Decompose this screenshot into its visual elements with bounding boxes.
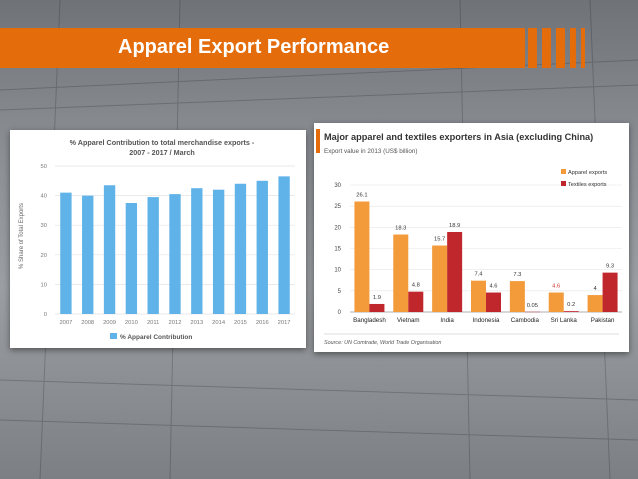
chart2-x-tick: Sri Lanka <box>551 317 578 324</box>
chart1-y-tick: 10 <box>41 282 47 288</box>
chart2-bar-textiles <box>602 272 618 312</box>
asia-exporters-chart-panel: Major apparel and textiles exporters in … <box>314 123 629 352</box>
asia-exporters-chart: Major apparel and textiles exporters in … <box>316 129 622 346</box>
chart2-legend-swatch-apparel <box>561 169 566 174</box>
chart1-x-tick: 2011 <box>147 320 159 326</box>
chart2-title: Major apparel and textiles exporters in … <box>324 132 593 142</box>
chart1-x-tick: 2009 <box>103 320 116 326</box>
chart1-y-tick: 50 <box>41 164 47 170</box>
chart1-x-tick: 2015 <box>234 320 247 326</box>
chart2-value-label: 4.6 <box>489 284 497 290</box>
chart2-legend-swatch-textiles <box>561 181 566 186</box>
chart2-legend-textiles: Textiles exports <box>568 182 607 188</box>
chart2-x-tick: Vietnam <box>397 317 420 324</box>
chart2-bar-textiles <box>563 311 579 312</box>
chart1-x-tick: 2007 <box>59 320 72 326</box>
chart2-y-tick: 0 <box>338 310 342 316</box>
chart2-y-tick: 30 <box>334 183 341 189</box>
chart2-x-tick: India <box>440 317 454 324</box>
chart1-x-tick: 2016 <box>256 320 269 326</box>
chart1-bar <box>191 188 203 314</box>
chart2-value-label: 26.1 <box>356 193 367 199</box>
chart2-value-label: 0.2 <box>567 302 575 308</box>
chart2-x-tick: Indonesia <box>473 317 500 324</box>
chart2-bar-apparel <box>393 234 409 312</box>
chart2-value-label: 1.9 <box>373 295 381 301</box>
chart2-value-label: 4 <box>593 286 597 292</box>
chart2-bar-apparel <box>587 295 603 312</box>
chart2-bar-textiles <box>408 291 424 312</box>
chart2-bar-apparel <box>548 292 564 312</box>
chart2-x-tick: Bangladesh <box>353 317 386 324</box>
chart2-value-label: 7.4 <box>474 272 483 278</box>
chart1-bar <box>60 192 72 314</box>
chart2-value-label: 4.6 <box>552 284 560 290</box>
chart1-y-tick: 30 <box>41 223 47 229</box>
chart1-y-tick: 0 <box>44 312 47 318</box>
chart1-legend-swatch <box>110 333 117 339</box>
chart1-y-tick: 20 <box>41 253 47 259</box>
chart1-x-tick: 2014 <box>212 320 226 326</box>
chart1-bar <box>147 197 159 314</box>
chart1-bar <box>82 195 94 314</box>
chart1-bar <box>103 185 116 314</box>
chart1-bar <box>169 194 181 314</box>
chart1-bar <box>212 189 225 314</box>
chart2-x-tick: Pakistan <box>591 317 615 324</box>
chart2-bar-apparel <box>354 201 370 312</box>
chart1-x-tick: 2008 <box>81 320 94 326</box>
chart2-y-tick: 25 <box>334 204 341 210</box>
chart1-bar <box>278 176 290 314</box>
chart2-value-label: 18.3 <box>395 226 406 232</box>
chart2-legend-apparel: Apparel exports <box>568 170 607 176</box>
chart1-y-tick: 40 <box>41 194 47 200</box>
chart1-bar <box>234 183 247 314</box>
chart2-bar-apparel <box>509 281 525 312</box>
chart1-x-tick: 2010 <box>125 320 138 326</box>
chart1-x-tick: 2017 <box>278 320 291 326</box>
chart2-y-tick: 15 <box>334 247 341 253</box>
chart1-y-axis-label: % Share of Total Exports <box>19 203 25 269</box>
chart2-y-tick: 20 <box>334 225 341 231</box>
slide-title: Apparel Export Performance <box>118 36 390 58</box>
chart2-bar-textiles <box>447 231 463 312</box>
chart1-x-tick: 2012 <box>169 320 182 326</box>
chart2-subtitle: Export value in 2013 (US$ billion) <box>324 148 417 155</box>
chart2-value-label: 0.05 <box>527 303 538 309</box>
chart2-value-label: 18.9 <box>449 223 460 229</box>
chart2-value-label: 9.3 <box>606 264 614 270</box>
chart1-x-tick: 2013 <box>190 320 203 326</box>
chart2-value-label: 7.3 <box>513 272 521 278</box>
chart2-header-accent <box>316 129 320 153</box>
title-banner: Apparel Export Performance <box>0 28 525 68</box>
chart2-source: Source: UN Comtrade, World Trade Organis… <box>324 340 441 346</box>
chart2-bar-textiles <box>486 292 501 312</box>
chart1-title-line1: % Apparel Contribution to total merchand… <box>70 138 255 147</box>
chart2-value-label: 15.7 <box>434 237 445 243</box>
apparel-contribution-chart: % Apparel Contribution to total merchand… <box>19 138 295 341</box>
chart1-legend-label: % Apparel Contribution <box>120 334 192 341</box>
chart2-value-label: 4.8 <box>412 283 420 289</box>
chart2-bar-apparel <box>432 245 448 312</box>
chart1-bar <box>125 203 138 314</box>
chart2-y-tick: 5 <box>338 289 342 295</box>
chart1-title-line2: 2007 - 2017 / March <box>129 148 195 157</box>
chart2-y-tick: 10 <box>334 268 341 274</box>
decorative-bars <box>528 28 608 68</box>
chart2-bar-textiles <box>369 303 385 312</box>
chart2-bar-apparel <box>471 280 486 312</box>
chart2-x-tick: Cambodia <box>511 317 540 324</box>
chart1-bar <box>256 180 268 314</box>
apparel-contribution-chart-panel: % Apparel Contribution to total merchand… <box>10 130 306 348</box>
